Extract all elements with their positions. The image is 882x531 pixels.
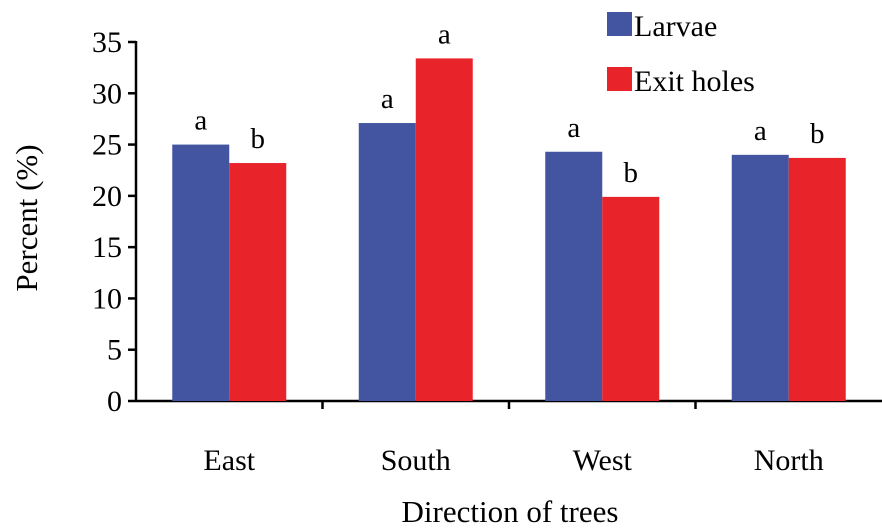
legend-label-exit-holes: Exit holes <box>634 65 755 98</box>
y-tick-label: 5 <box>107 334 122 367</box>
bar <box>358 123 416 401</box>
significance-label: a <box>567 112 580 144</box>
bar <box>229 163 287 401</box>
bar <box>172 144 230 402</box>
x-tick-label: South <box>381 444 451 477</box>
significance-labels: a b a a a b a b <box>194 18 824 188</box>
y-axis-title: Percent (%) <box>9 144 44 291</box>
legend-swatch-larvae <box>607 12 632 36</box>
y-tick-label: 35 <box>92 26 122 59</box>
y-tick-label: 25 <box>92 129 122 162</box>
significance-label: b <box>624 157 639 189</box>
bar <box>788 157 846 401</box>
x-axis: East South West North <box>136 399 882 477</box>
significance-label: a <box>754 115 767 147</box>
y-axis: 0 5 10 15 20 25 30 35 <box>92 26 138 418</box>
y-tick-label: 30 <box>92 77 122 110</box>
bar <box>545 151 603 401</box>
legend: Larvae Exit holes <box>607 10 755 98</box>
legend-swatch-exit-holes <box>607 67 632 91</box>
bar <box>602 196 660 401</box>
significance-label: b <box>810 118 825 150</box>
x-tick-label: West <box>573 444 633 477</box>
x-tick-label: East <box>203 444 255 477</box>
y-tick-label: 0 <box>107 385 122 418</box>
bar <box>415 58 473 401</box>
x-tick-label: North <box>754 444 824 477</box>
significance-label: a <box>438 18 451 50</box>
significance-label: b <box>251 123 266 155</box>
y-tick-label: 15 <box>92 231 122 264</box>
legend-label-larvae: Larvae <box>634 10 717 43</box>
y-tick-label: 20 <box>92 180 122 213</box>
y-tick-label: 10 <box>92 282 122 315</box>
x-axis-title: Direction of trees <box>402 494 619 529</box>
bar <box>731 154 789 401</box>
bars <box>172 58 846 402</box>
significance-label: a <box>194 105 207 137</box>
significance-label: a <box>381 83 394 115</box>
